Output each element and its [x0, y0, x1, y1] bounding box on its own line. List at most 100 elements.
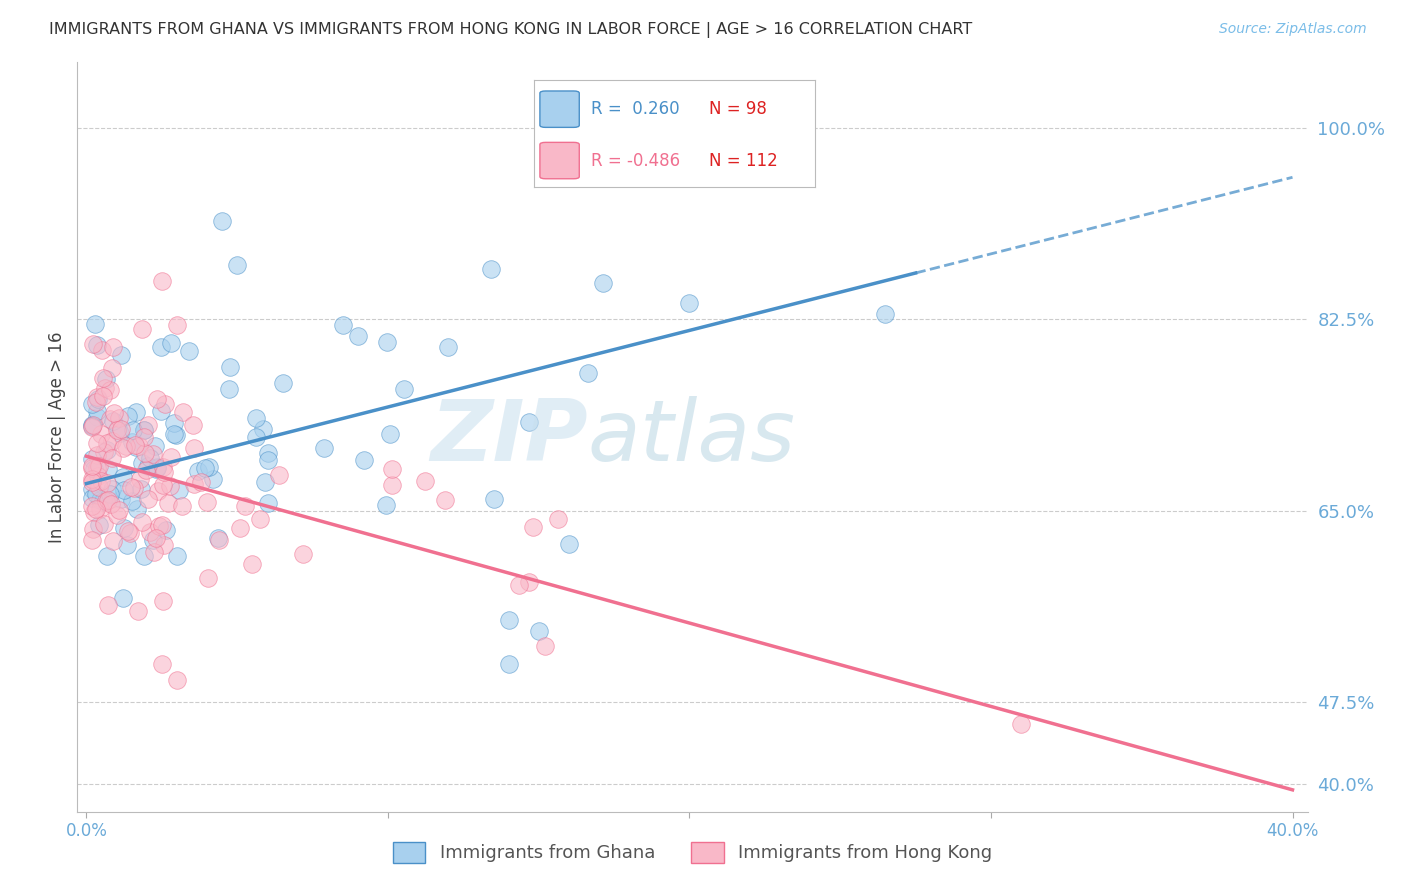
Point: [132, 423, 155, 437]
Point: [522, 520, 544, 534]
Point: [96, 436, 118, 450]
Point: [245, 429, 267, 443]
Point: [142, 447, 165, 461]
Point: [150, 274, 173, 288]
Point: [157, 496, 180, 510]
Point: [96, 442, 118, 457]
Point: [124, 438, 146, 452]
Point: [136, 492, 159, 507]
Point: [150, 403, 173, 417]
Point: [252, 422, 274, 436]
Text: IMMIGRANTS FROM GHANA VS IMMIGRANTS FROM HONG KONG IN LABOR FORCE | AGE > 16 COR: IMMIGRANTS FROM GHANA VS IMMIGRANTS FROM…: [49, 22, 973, 38]
Point: [86, 487, 108, 501]
Point: [229, 521, 252, 535]
Point: [134, 423, 156, 437]
Point: [97, 598, 120, 612]
Text: Source: ZipAtlas.com: Source: ZipAtlas.com: [1219, 22, 1367, 37]
Point: [197, 460, 219, 475]
Point: [143, 439, 166, 453]
Point: [101, 360, 124, 375]
Point: [121, 494, 143, 508]
Point: [1010, 717, 1032, 731]
Point: [120, 525, 142, 540]
Point: [183, 476, 205, 491]
Point: [136, 417, 159, 432]
Point: [82, 500, 104, 514]
Point: [115, 439, 138, 453]
Point: [245, 410, 267, 425]
Point: [146, 392, 169, 406]
Point: [150, 657, 173, 671]
Point: [152, 594, 174, 608]
Point: [82, 533, 104, 547]
Point: [82, 461, 104, 475]
Point: [127, 603, 149, 617]
Point: [160, 335, 183, 350]
Point: [153, 538, 176, 552]
Point: [89, 493, 111, 508]
Point: [94, 381, 117, 395]
Point: [233, 499, 256, 513]
Point: [87, 480, 110, 494]
Point: [86, 390, 108, 404]
Point: [166, 549, 188, 563]
Point: [267, 467, 290, 482]
Point: [107, 423, 129, 437]
Point: [82, 473, 104, 487]
Point: [678, 296, 700, 310]
Point: [101, 533, 124, 548]
Point: [381, 478, 404, 492]
Point: [124, 405, 146, 419]
Point: [110, 347, 132, 361]
Point: [166, 673, 188, 688]
Point: [82, 419, 104, 434]
Point: [101, 434, 124, 449]
Point: [131, 321, 153, 335]
Point: [375, 334, 398, 349]
Point: [97, 493, 120, 508]
Point: [108, 411, 131, 425]
Text: N = 112: N = 112: [709, 152, 778, 169]
Point: [150, 340, 173, 354]
Point: [332, 318, 354, 332]
Point: [82, 522, 104, 536]
Point: [256, 446, 278, 460]
Point: [131, 516, 153, 530]
Point: [87, 518, 110, 533]
Point: [218, 383, 240, 397]
Point: [146, 461, 169, 475]
Point: [172, 500, 194, 514]
Point: [381, 462, 404, 476]
Point: [162, 427, 184, 442]
Point: [498, 613, 520, 627]
Point: [112, 483, 135, 497]
Point: [96, 476, 118, 491]
Point: [86, 404, 108, 418]
Point: [132, 549, 155, 564]
Point: [108, 425, 131, 440]
Point: [150, 518, 173, 533]
Point: [240, 557, 263, 571]
Point: [82, 397, 104, 411]
Point: [93, 445, 115, 459]
Point: [576, 366, 599, 380]
Point: [84, 317, 107, 331]
Point: [112, 521, 135, 535]
Point: [93, 517, 115, 532]
Point: [86, 394, 108, 409]
Point: [148, 518, 170, 533]
Point: [159, 478, 181, 492]
Point: [547, 512, 569, 526]
Point: [434, 492, 457, 507]
Point: [135, 462, 157, 476]
Point: [94, 372, 117, 386]
Point: [134, 446, 156, 460]
Point: [98, 384, 121, 398]
Point: [517, 416, 540, 430]
Point: [128, 439, 150, 453]
Point: [195, 495, 218, 509]
Point: [437, 340, 460, 354]
Point: [159, 450, 181, 465]
Point: [91, 389, 114, 403]
Point: [558, 537, 581, 551]
